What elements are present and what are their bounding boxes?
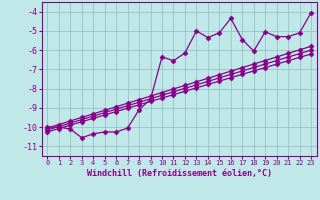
X-axis label: Windchill (Refroidissement éolien,°C): Windchill (Refroidissement éolien,°C)	[87, 169, 272, 178]
